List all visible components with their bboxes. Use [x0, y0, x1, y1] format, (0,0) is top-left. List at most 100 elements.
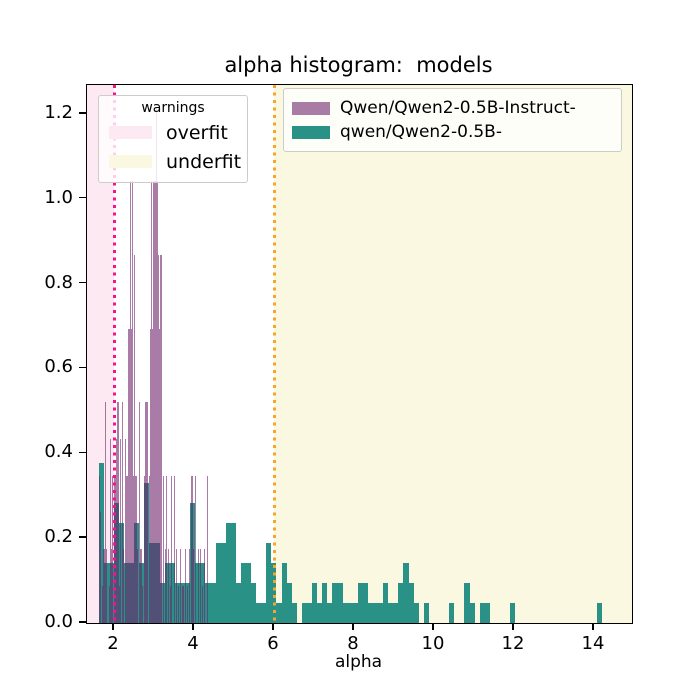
histogram-bar-base	[403, 562, 409, 623]
x-tick-label: 8	[347, 633, 359, 654]
histogram-bar-base	[256, 603, 262, 623]
x-tick	[112, 623, 114, 631]
histogram-bar-base	[423, 603, 429, 623]
histogram-bar-instruct	[161, 254, 163, 623]
y-tick	[79, 281, 86, 284]
histogram-bar-base	[317, 603, 323, 623]
x-tick	[512, 623, 514, 631]
histogram-bar-base	[510, 603, 516, 623]
histogram-bar-base	[408, 582, 414, 623]
histogram-bar-instruct	[132, 180, 134, 623]
histogram-bar-instruct	[169, 586, 171, 623]
histogram-bar-instruct	[177, 586, 180, 623]
y-tick	[79, 197, 86, 199]
histogram-bar-instruct	[166, 475, 168, 623]
histogram-bar-base	[246, 562, 252, 623]
underfit-threshold-line	[272, 85, 276, 623]
histogram-bar-base	[393, 603, 399, 623]
histogram-bar-base	[261, 603, 267, 623]
histogram-bar-instruct	[109, 438, 111, 623]
y-tick-label: 0.4	[44, 441, 73, 463]
x-tick	[192, 623, 194, 631]
histogram-bar-base	[301, 603, 307, 623]
histogram-bar-instruct	[154, 180, 156, 623]
histogram-bar-base	[235, 582, 241, 623]
y-tick	[79, 366, 86, 369]
histogram-bar-base	[337, 582, 343, 623]
histogram-bar-instruct	[147, 401, 149, 623]
y-tick-label: 0.2	[44, 526, 73, 548]
histogram-bar-instruct	[105, 401, 107, 623]
histogram-bar-instruct	[115, 438, 117, 623]
y-tick	[79, 536, 86, 538]
histogram-bar-instruct	[206, 475, 208, 623]
x-tick	[352, 623, 354, 631]
histogram-bar-base	[205, 582, 211, 623]
histogram-bar-base	[413, 603, 419, 623]
histogram-bar-instruct	[99, 475, 101, 623]
histogram-bar-instruct	[186, 586, 189, 623]
histogram-bar-instruct	[180, 549, 182, 623]
y-tick-label: 1.2	[44, 101, 73, 123]
x-tick-label: 10	[421, 633, 445, 654]
histogram-bar-instruct	[127, 328, 129, 623]
histogram-bar-instruct	[155, 107, 157, 623]
histogram-bar-instruct	[199, 549, 201, 623]
legend-label-underfit: underfit	[166, 150, 242, 173]
histogram-bar-base	[225, 522, 231, 623]
histogram-bar-base	[119, 522, 125, 623]
x-tick-label: 4	[187, 633, 199, 654]
histogram-bar-base	[266, 542, 272, 623]
histogram-bar-base	[469, 603, 475, 623]
y-tick-label: 0.6	[44, 356, 73, 378]
histogram-bar-instruct	[157, 254, 159, 623]
histogram-bar-instruct	[143, 475, 145, 623]
base-model-swatch-icon	[292, 125, 330, 139]
legend-warnings: warnings overfit underfit	[98, 95, 248, 183]
overfit-swatch-icon	[109, 126, 152, 139]
histogram-bar-instruct	[153, 180, 155, 623]
histogram-bar-instruct	[123, 549, 125, 623]
y-tick	[79, 451, 86, 453]
histogram-bar-base	[484, 603, 490, 623]
y-tick-label: 0.8	[44, 271, 73, 293]
histogram-bar-base	[362, 582, 368, 623]
histogram-bar-base	[378, 603, 384, 623]
histogram-bar-instruct	[171, 475, 173, 623]
histogram-bar-base	[215, 542, 221, 623]
histogram-bar-instruct	[138, 401, 140, 623]
x-tick-label: 12	[501, 633, 525, 654]
histogram-bar-base	[373, 603, 379, 623]
histogram-bar-instruct	[134, 254, 136, 623]
histogram-bar-instruct	[106, 549, 108, 623]
histogram-bar-instruct	[160, 254, 162, 623]
y-tick-label: 0.0	[44, 611, 73, 632]
histogram-bar-instruct	[130, 328, 133, 623]
histogram-bar-base	[342, 603, 348, 623]
histogram-bar-instruct	[128, 328, 130, 623]
y-tick	[79, 112, 86, 114]
histogram-bar-instruct	[191, 475, 193, 623]
histogram-bar-instruct	[204, 549, 206, 623]
histogram-bar-instruct	[189, 549, 191, 623]
histogram-bar-base	[322, 582, 328, 623]
x-tick-label: 6	[267, 633, 279, 654]
histogram-bar-instruct	[158, 328, 161, 623]
histogram-bar-instruct	[126, 475, 128, 623]
histogram-bar-instruct	[145, 401, 147, 623]
histogram-bar-instruct	[142, 586, 144, 623]
histogram-bar-instruct	[117, 401, 119, 623]
histogram-bar-base	[464, 582, 470, 623]
legend-label-base-model: qwen/Qwen2-0.5B-	[340, 122, 502, 142]
histogram-bar-instruct	[124, 438, 126, 623]
histogram-bar-instruct	[197, 549, 199, 623]
histogram-bar-base	[596, 603, 602, 623]
histogram-bar-base	[327, 603, 333, 623]
histogram-bar-instruct	[110, 549, 112, 623]
histogram-bar-instruct	[152, 328, 154, 623]
x-axis-label: alpha	[334, 652, 383, 672]
histogram-bar-base	[357, 582, 363, 623]
histogram-bar-base	[220, 542, 226, 623]
histogram-bar-instruct	[129, 180, 131, 623]
